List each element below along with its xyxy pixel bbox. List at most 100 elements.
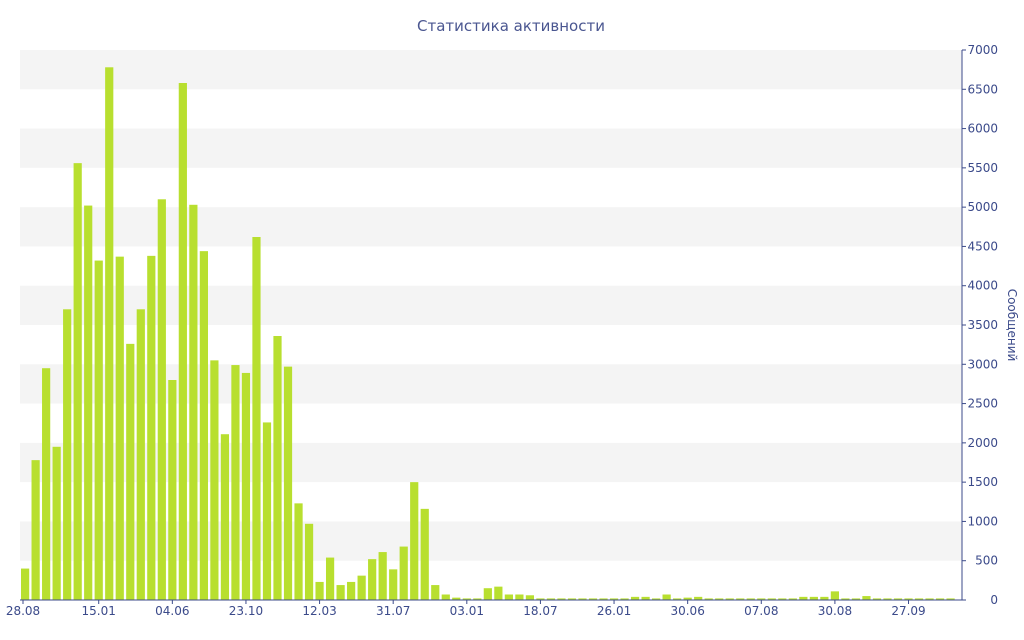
grid-band: [20, 207, 962, 247]
x-tick-label: 12.03: [302, 604, 336, 618]
bar: [220, 434, 230, 600]
bar: [809, 596, 818, 600]
grid-band: [20, 50, 962, 90]
bar: [504, 594, 513, 600]
y-tick-label: 1000: [967, 514, 998, 528]
bar: [210, 360, 219, 600]
x-axis-ticks: 28.08 15.01 04.06 23.10 12.03 31.07 03.01 18.07…: [6, 600, 926, 618]
bar: [199, 251, 208, 600]
x-tick-label: 15.01: [82, 604, 116, 618]
bar: [441, 594, 450, 600]
bar: [94, 260, 103, 600]
y-tick-label: 3000: [967, 357, 998, 371]
bar: [63, 309, 72, 600]
bar: [294, 503, 303, 600]
bar: [599, 598, 608, 600]
bar: [736, 598, 745, 600]
bar: [115, 256, 124, 600]
bar: [767, 598, 776, 600]
bar: [536, 598, 545, 600]
bar: [31, 460, 40, 600]
bar: [399, 546, 408, 600]
y-tick-label: 3500: [967, 318, 998, 332]
bar: [935, 598, 945, 600]
bar: [704, 598, 713, 600]
y-axis-label: Сообщений: [1005, 289, 1019, 362]
bar: [515, 594, 524, 600]
bar: [431, 585, 440, 600]
bar: [420, 508, 429, 600]
bar: [147, 255, 156, 601]
bar: [410, 482, 419, 600]
bar: [126, 343, 135, 600]
bar: [252, 237, 261, 600]
bar: [841, 598, 850, 600]
bar: [178, 83, 187, 600]
bar: [946, 598, 955, 600]
bar: [262, 422, 272, 600]
x-tick-label: 27.09: [891, 604, 925, 618]
bar: [241, 372, 251, 600]
grid-band: [20, 128, 962, 168]
bar: [283, 366, 293, 600]
grid-band: [20, 285, 962, 325]
bar: [883, 598, 892, 600]
bar: [925, 598, 934, 600]
bar: [609, 598, 619, 600]
bar: [42, 368, 51, 600]
bar: [778, 598, 787, 600]
bar: [757, 598, 766, 600]
x-tick-label: 30.06: [670, 604, 704, 618]
bar: [525, 595, 535, 600]
bar: [368, 559, 377, 600]
bar: [557, 598, 566, 600]
bar: [851, 598, 861, 600]
bar: [694, 596, 703, 600]
bar: [620, 598, 629, 600]
bar: [315, 581, 324, 600]
bar: [347, 581, 356, 600]
bar: [799, 596, 808, 600]
bar: [830, 591, 839, 600]
bar: [136, 309, 145, 600]
y-tick-label: 1500: [967, 475, 998, 489]
x-tick-label: 07.08: [744, 604, 778, 618]
bar: [462, 598, 471, 600]
bar: [546, 598, 556, 600]
x-tick-label: 26.01: [597, 604, 631, 618]
bar: [273, 336, 282, 600]
grid-bands: [20, 50, 962, 561]
bar: [483, 588, 492, 600]
bar: [788, 598, 797, 600]
bar: [325, 557, 335, 600]
bar: [893, 598, 903, 600]
x-tick-label: 30.08: [818, 604, 852, 618]
bar: [105, 67, 114, 601]
x-tick-label: 23.10: [229, 604, 263, 618]
bar: [378, 552, 387, 600]
x-tick-label: 28.08: [6, 604, 40, 618]
y-tick-label: 6500: [967, 82, 998, 96]
grid-band: [20, 364, 962, 404]
bar: [904, 598, 913, 600]
bar: [336, 585, 345, 600]
x-tick-label: 18.07: [523, 604, 557, 618]
y-tick-label: 4500: [967, 239, 998, 253]
y-tick-label: 6000: [967, 122, 998, 136]
bar: [683, 597, 692, 600]
bar: [73, 163, 82, 600]
bar: [746, 598, 755, 600]
bar: [231, 365, 240, 600]
bar: [389, 569, 398, 600]
bar: [494, 586, 503, 600]
bar: [21, 568, 30, 600]
x-tick-label: 31.07: [376, 604, 410, 618]
bar: [588, 598, 598, 600]
bar: [725, 598, 734, 600]
y-tick-label: 0: [990, 593, 998, 607]
y-tick-label: 5000: [967, 200, 998, 214]
y-tick-label: 2500: [967, 397, 998, 411]
bar: [52, 446, 61, 600]
y-tick-label: 2000: [967, 436, 998, 450]
bar: [189, 204, 198, 601]
